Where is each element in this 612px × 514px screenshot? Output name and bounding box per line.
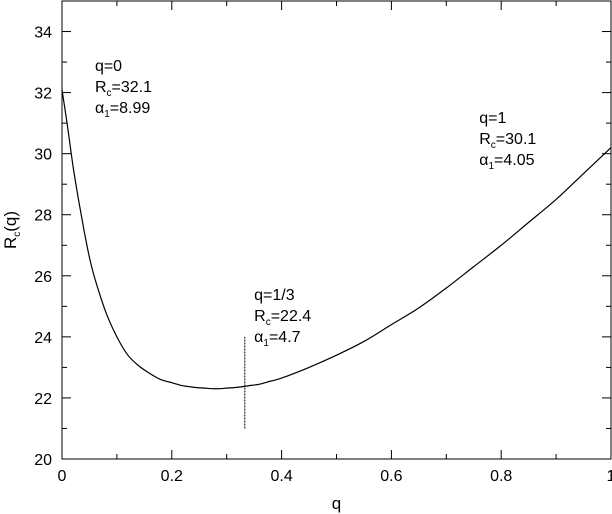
y-tick-label: 32 bbox=[34, 86, 52, 103]
series-line-rc bbox=[61, 89, 612, 390]
rc-symbol: R bbox=[254, 308, 266, 325]
rc-value: =30.1 bbox=[496, 131, 537, 148]
rc-symbol: R bbox=[95, 79, 107, 96]
rc-subscript: c bbox=[491, 140, 496, 151]
x-axis-ticks bbox=[61, 1, 612, 459]
x-axis-title: q bbox=[332, 494, 341, 513]
y-axis-title-tail: (q) bbox=[1, 211, 20, 232]
y-axis-title-sub: c bbox=[12, 232, 23, 237]
y-axis-ticks bbox=[62, 0, 611, 460]
alpha-subscript: 1 bbox=[488, 161, 494, 172]
plot-frame bbox=[61, 0, 612, 460]
alpha-subscript: 1 bbox=[263, 338, 269, 349]
y-tick-label: 22 bbox=[34, 391, 52, 408]
rc-subscript: c bbox=[266, 317, 271, 328]
x-tick-label: 0.6 bbox=[380, 468, 402, 485]
annotation-rc-label: Rc=32.1 bbox=[95, 79, 152, 99]
annotations: q=0Rc=32.1α1=8.99q=1/3Rc=22.4α1=4.7q=1Rc… bbox=[95, 58, 536, 349]
y-axis-tick-labels: 20 22 24 26 28 30 32 34 bbox=[34, 25, 52, 469]
alpha-value: =4.7 bbox=[269, 329, 301, 346]
y-tick-label: 34 bbox=[34, 25, 52, 42]
y-tick-label: 24 bbox=[34, 330, 52, 347]
annotation-q-label: q=1 bbox=[479, 110, 506, 127]
annotation-rc-label: Rc=30.1 bbox=[479, 131, 536, 151]
annotation-alpha-label: α1=4.05 bbox=[479, 152, 534, 172]
x-tick-label: 0.4 bbox=[270, 468, 292, 485]
alpha-subscript: 1 bbox=[104, 109, 110, 120]
x-tick-label: 0.8 bbox=[490, 468, 512, 485]
annotation-alpha-label: α1=4.7 bbox=[254, 329, 301, 349]
annotation-q0: q=0Rc=32.1α1=8.99 bbox=[95, 58, 152, 120]
x-tick-label: 1 bbox=[607, 468, 612, 485]
y-tick-label: 26 bbox=[34, 269, 52, 286]
y-tick-label: 28 bbox=[34, 208, 52, 225]
alpha-symbol: α bbox=[479, 152, 488, 169]
y-tick-label: 30 bbox=[34, 147, 52, 164]
annotation-q13: q=1/3Rc=22.4α1=4.7 bbox=[254, 287, 311, 349]
rc-value: =32.1 bbox=[112, 79, 153, 96]
alpha-value: =4.05 bbox=[494, 152, 535, 169]
rc-subscript: c bbox=[107, 88, 112, 99]
annotation-q-label: q=0 bbox=[95, 58, 122, 75]
annotation-alpha-label: α1=8.99 bbox=[95, 100, 150, 120]
annotation-rc-label: Rc=22.4 bbox=[254, 308, 311, 328]
rc-symbol: R bbox=[479, 131, 491, 148]
x-tick-label: 0 bbox=[58, 468, 67, 485]
y-axis-title: Rc(q) bbox=[1, 211, 23, 249]
rc-value: =22.4 bbox=[271, 308, 312, 325]
alpha-symbol: α bbox=[254, 329, 263, 346]
x-axis-tick-labels: 0 0.2 0.4 0.6 0.8 1 bbox=[58, 468, 612, 485]
alpha-symbol: α bbox=[95, 100, 104, 117]
y-axis-title-main: R bbox=[1, 237, 20, 249]
alpha-value: =8.99 bbox=[110, 100, 151, 117]
x-tick-label: 0.2 bbox=[161, 468, 183, 485]
annotation-q1: q=1Rc=30.1α1=4.05 bbox=[479, 110, 536, 172]
y-tick-label: 20 bbox=[34, 452, 52, 469]
annotation-q-label: q=1/3 bbox=[254, 287, 295, 304]
